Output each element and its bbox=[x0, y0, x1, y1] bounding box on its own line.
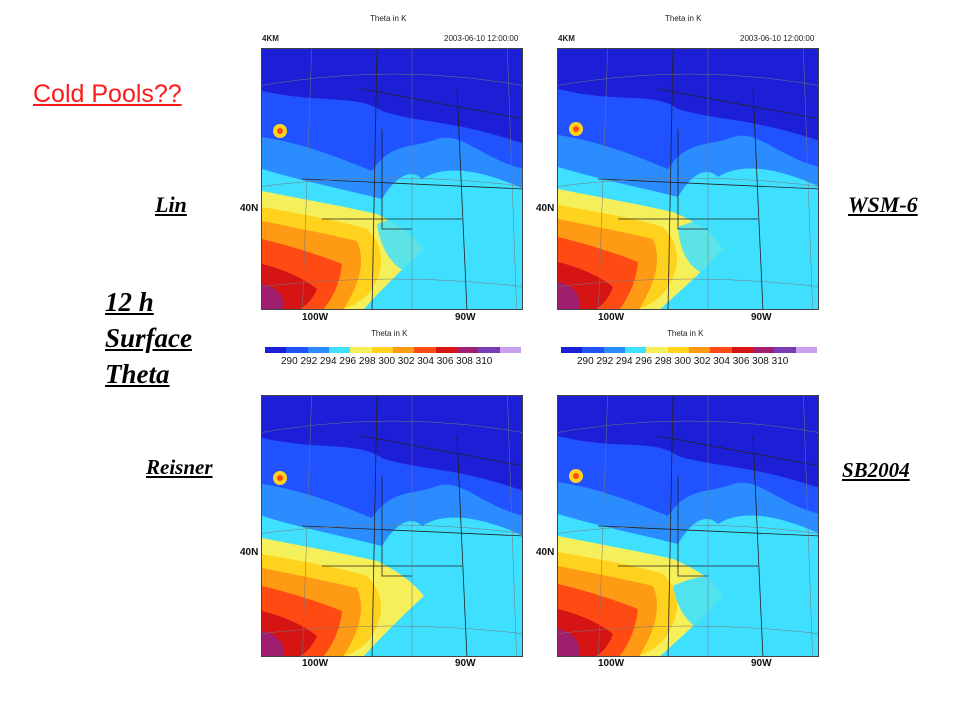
colorbar-swatch bbox=[414, 347, 436, 353]
colorbar-swatch bbox=[752, 347, 775, 353]
lat-label-lin: 40N bbox=[240, 203, 259, 214]
lon-label-reisner-w: 100W bbox=[302, 658, 329, 669]
panel-label-theta: Theta bbox=[105, 359, 170, 389]
colorbar-swatch bbox=[624, 347, 647, 353]
panel-label-hours: 12 h bbox=[105, 287, 154, 317]
scheme-label-wsm6: WSM-6 bbox=[848, 192, 918, 217]
colorbar-swatch bbox=[603, 347, 625, 353]
colorbar-swatch bbox=[667, 347, 689, 353]
colorbar-swatch bbox=[456, 347, 479, 353]
colorbar-swatch bbox=[561, 347, 583, 353]
map-tag-lin: 4KM bbox=[262, 34, 279, 43]
lon-label-wsm6-w: 100W bbox=[598, 312, 625, 323]
colorbar-swatch bbox=[307, 347, 329, 353]
panel-label-surface: Surface bbox=[105, 323, 192, 353]
lat-label-sb2004: 40N bbox=[536, 547, 555, 558]
colorbar-right bbox=[561, 347, 817, 353]
colorbar-left bbox=[265, 347, 521, 353]
colorbar-swatch bbox=[286, 347, 308, 353]
colorbar-swatch bbox=[499, 347, 521, 353]
lon-label-sb2004-e: 90W bbox=[751, 658, 772, 669]
map-title-lin: Theta in K bbox=[370, 14, 407, 23]
map-time-wsm6: 2003-06-10 12:00:00 bbox=[740, 34, 815, 43]
colorbar-title-right: Theta in K bbox=[667, 329, 704, 338]
colorbar-swatch bbox=[478, 347, 500, 353]
colorbar-swatch bbox=[646, 347, 668, 353]
scheme-label-sb2004: SB2004 bbox=[842, 458, 910, 482]
lon-label-wsm6-e: 90W bbox=[751, 312, 772, 323]
colorbar-swatch bbox=[350, 347, 372, 353]
lon-label-reisner-e: 90W bbox=[455, 658, 476, 669]
colorbar-swatch bbox=[328, 347, 351, 353]
scheme-label-lin: Lin bbox=[155, 192, 187, 217]
map-time-lin: 2003-06-10 12:00:00 bbox=[444, 34, 519, 43]
theta-map-lin bbox=[262, 49, 522, 309]
colorbar-title-left: Theta in K bbox=[371, 329, 408, 338]
colorbar-swatch bbox=[795, 347, 817, 353]
map-tag-wsm6: 4KM bbox=[558, 34, 575, 43]
theta-map-sb2004 bbox=[558, 396, 818, 656]
map-panel-reisner bbox=[261, 395, 523, 657]
colorbar-swatch bbox=[371, 347, 393, 353]
colorbar-swatch bbox=[774, 347, 796, 353]
colorbar-swatch bbox=[265, 347, 287, 353]
colorbar-ticks-left: 290 292 294 296 298 300 302 304 306 308 … bbox=[281, 356, 493, 367]
colorbar-swatch bbox=[710, 347, 732, 353]
map-panel-sb2004 bbox=[557, 395, 819, 657]
map-panel-lin bbox=[261, 48, 523, 310]
lon-label-sb2004-w: 100W bbox=[598, 658, 625, 669]
scheme-label-reisner: Reisner bbox=[146, 455, 213, 479]
map-panel-wsm6 bbox=[557, 48, 819, 310]
theta-map-wsm6 bbox=[558, 49, 818, 309]
colorbar-swatch bbox=[688, 347, 711, 353]
colorbar-ticks-right: 290 292 294 296 298 300 302 304 306 308 … bbox=[577, 356, 789, 367]
colorbar-swatch bbox=[731, 347, 753, 353]
lat-label-wsm6: 40N bbox=[536, 203, 555, 214]
lon-label-lin-e: 90W bbox=[455, 312, 476, 323]
map-title-wsm6: Theta in K bbox=[665, 14, 702, 23]
lat-label-reisner: 40N bbox=[240, 547, 259, 558]
headline-cold-pools: Cold Pools?? bbox=[33, 80, 182, 108]
colorbar-swatch bbox=[582, 347, 604, 353]
theta-map-reisner bbox=[262, 396, 522, 656]
lon-label-lin-w: 100W bbox=[302, 312, 329, 323]
colorbar-swatch bbox=[392, 347, 415, 353]
colorbar-swatch bbox=[435, 347, 457, 353]
